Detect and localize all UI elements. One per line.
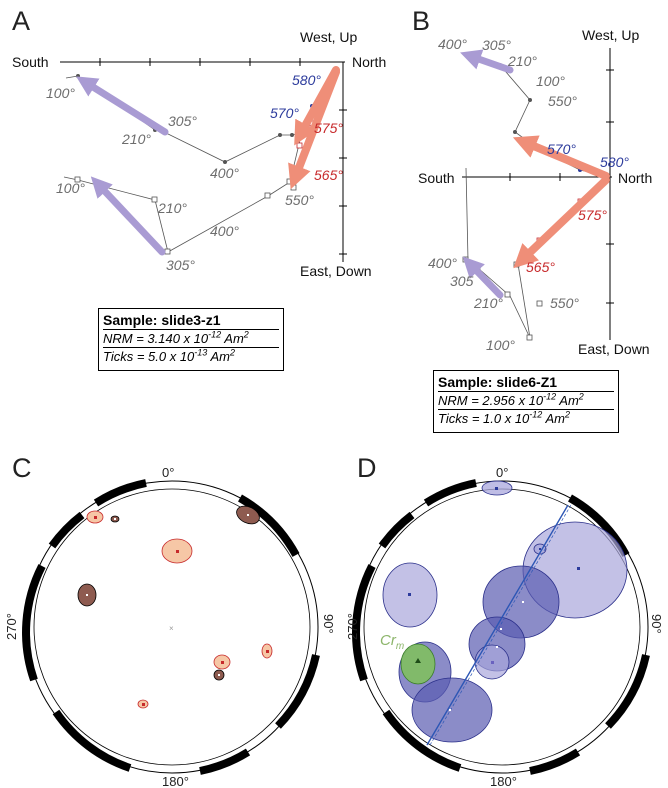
axis-label-west-up: West, Up	[582, 27, 640, 43]
temp-label: 100°	[46, 85, 75, 101]
nrm-line: NRM = 2.956 x 10-12 Am2	[438, 391, 614, 409]
sample-title: Sample: slide6-Z1	[438, 374, 558, 390]
ticks-line: Ticks = 1.0 x 10-12 Am2	[438, 409, 614, 427]
temp-label: 550°	[550, 295, 579, 311]
degree-label-left: 270°	[345, 613, 360, 640]
panel-letter-c: C	[12, 453, 32, 483]
panel-d: D 0° 180° 270° 90°	[345, 453, 664, 788]
degree-label-top: 0°	[162, 465, 174, 480]
axis-label-south: South	[12, 54, 49, 70]
axis-label-west-up: West, Up	[300, 29, 358, 45]
projection-path-vertical	[63, 71, 337, 253]
stereonet-rim	[352, 479, 650, 775]
temp-label: 100°	[486, 337, 515, 353]
nrm-line: NRM = 3.140 x 10-12 Am2	[103, 329, 279, 347]
panel-b: B South North West, Up East, Down 400°	[412, 6, 652, 357]
component-arrow-purple	[462, 256, 504, 299]
degree-label-left: 270°	[4, 613, 19, 640]
temp-label: 550°	[548, 93, 577, 109]
temp-label: 400°	[438, 36, 467, 52]
degree-label-right: 90°	[649, 614, 664, 634]
axis-label-east-down: East, Down	[578, 341, 650, 357]
component-arrow-salmon	[288, 68, 340, 190]
triangle-marker	[415, 658, 421, 663]
temp-label: 400°	[428, 255, 457, 271]
component-arrow-salmon	[513, 176, 610, 269]
panel-letter-d: D	[357, 453, 377, 483]
component-arrow-purple	[76, 76, 169, 136]
temp-label: 210°	[507, 53, 537, 69]
component-arrow-salmon	[512, 135, 610, 180]
temp-label-blue: 570°	[547, 141, 576, 157]
temp-label-blue: 580°	[600, 154, 629, 170]
ellipse-purple-dark	[411, 677, 493, 743]
temp-label-red: 565°	[314, 167, 343, 183]
axis-label-east-down: East, Down	[300, 263, 372, 279]
panel-c: C 0° 180° 270° 90°	[4, 453, 336, 788]
cr-label: Crm	[380, 632, 404, 652]
confidence-ellipses	[382, 480, 628, 743]
axis-ticks	[509, 69, 614, 304]
temp-label-red: 565°	[526, 259, 555, 275]
temp-label-red: 575°	[314, 120, 343, 136]
temp-label: 305	[450, 273, 474, 289]
projection-points-vertical	[74, 120, 316, 255]
stereonet-rim	[22, 479, 320, 775]
panel-a: A South North West, Up East, Down	[12, 6, 386, 279]
temp-label: 210°	[473, 295, 503, 311]
temp-label: 210°	[121, 131, 151, 147]
direction-points	[408, 487, 580, 711]
axis-label-north: North	[618, 170, 652, 186]
ellipse-green	[400, 643, 436, 685]
info-box-b: Sample: slide6-Z1 NRM = 2.956 x 10-12 Am…	[433, 370, 619, 433]
temp-label-blue: 570°	[270, 105, 299, 121]
temp-label: 305°	[168, 113, 197, 129]
temp-label-red: 575°	[578, 207, 607, 223]
temp-label: 210°	[157, 200, 187, 216]
great-circle-line	[426, 504, 569, 746]
temp-label: 100°	[536, 73, 565, 89]
axis-ticks	[99, 58, 347, 255]
temp-label: 400°	[210, 223, 239, 239]
temp-label: 400°	[210, 165, 239, 181]
temp-label: 550°	[285, 192, 314, 208]
sample-title: Sample: slide3-z1	[103, 312, 221, 328]
axis-label-south: South	[418, 170, 455, 186]
direction-points	[86, 514, 269, 706]
degree-label-right: 90°	[321, 614, 336, 634]
component-arrow-purple	[90, 176, 166, 256]
projection-path-vertical	[465, 167, 607, 339]
component-arrow-purple	[460, 49, 514, 74]
temp-label: 100°	[56, 180, 85, 196]
great-circle-line	[429, 504, 572, 746]
degree-label-top: 0°	[496, 465, 508, 480]
axis-label-north: North	[352, 54, 386, 70]
temp-label-blue: 580°	[292, 72, 321, 88]
degree-label-bottom: 180°	[490, 774, 517, 788]
panel-letter-b: B	[412, 6, 430, 36]
temp-label: 305°	[166, 257, 195, 273]
temp-label: 305°	[482, 37, 511, 53]
panel-letter-a: A	[12, 6, 30, 36]
center-mark: ×	[169, 624, 174, 633]
ticks-line: Ticks = 5.0 x 10-13 Am2	[103, 347, 279, 365]
degree-label-bottom: 180°	[162, 774, 189, 788]
info-box-a: Sample: slide3-z1 NRM = 3.140 x 10-12 Am…	[98, 308, 284, 371]
